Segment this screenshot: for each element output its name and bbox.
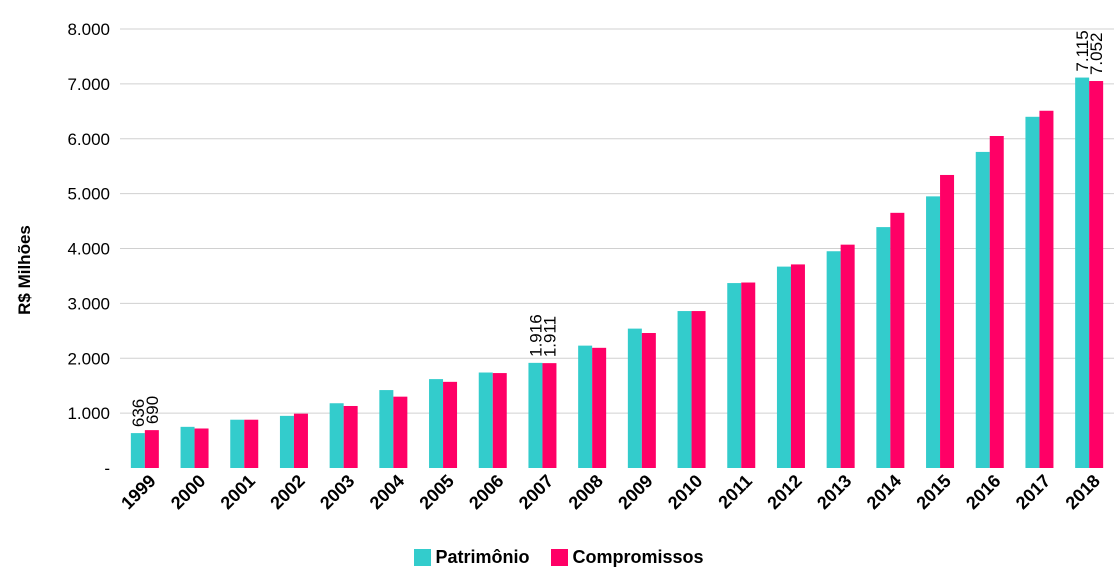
y-tick-label: 3.000 (67, 294, 110, 313)
x-tick-label: 2018 (1062, 471, 1104, 513)
bar-patrimonio (279, 415, 294, 468)
bar-compromissos (1039, 110, 1054, 469)
bar-patrimonio (1075, 77, 1090, 468)
x-tick-label: 2014 (863, 471, 905, 513)
bar-patrimonio (180, 426, 195, 468)
bar-chart: - 1.000 2.000 3.000 4.000 5.000 6.000 7.000 8.00… (15, 20, 1114, 513)
bar-compromissos (790, 264, 805, 468)
bar-compromissos (940, 174, 955, 468)
bar-patrimonio (727, 283, 742, 468)
bar-patrimonio (429, 379, 444, 468)
data-label: 1.911 (540, 316, 559, 357)
bar-patrimonio (826, 251, 841, 468)
x-tick-label: 2003 (316, 471, 358, 513)
bar-patrimonio (130, 433, 145, 468)
y-tick-label: 6.000 (67, 130, 110, 149)
bar-patrimonio (975, 151, 990, 469)
legend-swatch-compromissos (551, 548, 569, 566)
bar-compromissos (840, 244, 855, 468)
bar-compromissos (641, 333, 656, 468)
data-label: 7.052 (1087, 32, 1106, 75)
bar-compromissos (443, 381, 458, 468)
legend-swatch-patrimonio (414, 548, 432, 566)
x-tick-label: 2009 (614, 471, 656, 513)
legend-item-compromissos: Compromissos (551, 546, 704, 568)
y-tick-label: 8.000 (67, 20, 110, 39)
bar-patrimonio (329, 403, 344, 468)
bar-compromissos (542, 363, 557, 468)
bar-patrimonio (379, 390, 394, 468)
x-tick-label: 2011 (714, 471, 756, 513)
gridlines (120, 28, 1114, 414)
bar-patrimonio (230, 419, 245, 468)
x-tick-label: 2007 (515, 471, 557, 513)
x-tick-label: 2013 (813, 471, 855, 513)
x-tick-label: 1999 (117, 471, 159, 513)
x-tick-label: 2006 (465, 471, 507, 513)
legend: Patrimônio Compromissos (0, 545, 1118, 569)
bar-compromissos (592, 347, 607, 468)
data-label: 1.916 (526, 314, 545, 357)
bar-patrimonio (876, 227, 891, 468)
bar-compromissos (741, 282, 756, 468)
x-tick-label: 2016 (962, 471, 1004, 513)
bar-compromissos (989, 136, 1004, 468)
bar-patrimonio (926, 196, 941, 468)
data-label: 690 (143, 396, 162, 424)
y-tick-label: - (104, 459, 110, 478)
y-axis-ticks: - 1.000 2.000 3.000 4.000 5.000 6.000 7.000 8.00… (67, 20, 110, 478)
x-tick-label: 2008 (565, 471, 607, 513)
bar-patrimonio (1025, 116, 1040, 469)
bar-compromissos (194, 428, 209, 468)
x-tick-label: 2017 (1012, 471, 1054, 513)
bar-compromissos (293, 413, 308, 468)
x-tick-label: 2000 (167, 471, 209, 513)
y-tick-label: 2.000 (67, 349, 110, 368)
data-label: 636 (129, 399, 148, 427)
y-tick-label: 5.000 (67, 185, 110, 204)
y-tick-label: 1.000 (67, 404, 110, 423)
x-tick-label: 2015 (912, 471, 954, 513)
bar-patrimonio (528, 362, 543, 468)
bar-compromissos (393, 396, 408, 468)
bar-patrimonio (478, 372, 493, 468)
bar-compromissos (244, 419, 259, 468)
x-tick-label: 2001 (217, 471, 259, 513)
legend-item-patrimonio: Patrimônio (414, 547, 529, 568)
legend-label-compromissos: Compromissos (572, 546, 704, 567)
y-tick-label: 7.000 (67, 75, 110, 94)
x-tick-label: 2010 (664, 471, 706, 513)
bar-patrimonio (776, 266, 791, 468)
x-tick-label: 2012 (763, 471, 805, 513)
bar-compromissos (1089, 81, 1104, 469)
bar-compromissos (492, 373, 507, 468)
legend-label-patrimonio: Patrimônio (435, 546, 530, 567)
data-label: 7.115 (1073, 30, 1092, 71)
y-tick-label: 4.000 (67, 240, 110, 259)
bar-patrimonio (677, 311, 692, 468)
bar-compromissos (343, 405, 358, 468)
x-tick-label: 2002 (266, 471, 308, 513)
y-axis-label: R$ Milhões (15, 225, 34, 315)
bars (130, 77, 1104, 469)
x-axis-ticks: 1999 2000 2001 2002 2003 2004 2005 2006 2007 2008… (117, 471, 1104, 513)
bar-compromissos (691, 311, 706, 468)
bar-patrimonio (627, 328, 642, 468)
bar-patrimonio (578, 345, 593, 468)
x-tick-label: 2005 (415, 471, 457, 513)
bar-compromissos (890, 212, 905, 468)
bar-compromissos (144, 430, 159, 468)
x-tick-label: 2004 (366, 471, 408, 513)
